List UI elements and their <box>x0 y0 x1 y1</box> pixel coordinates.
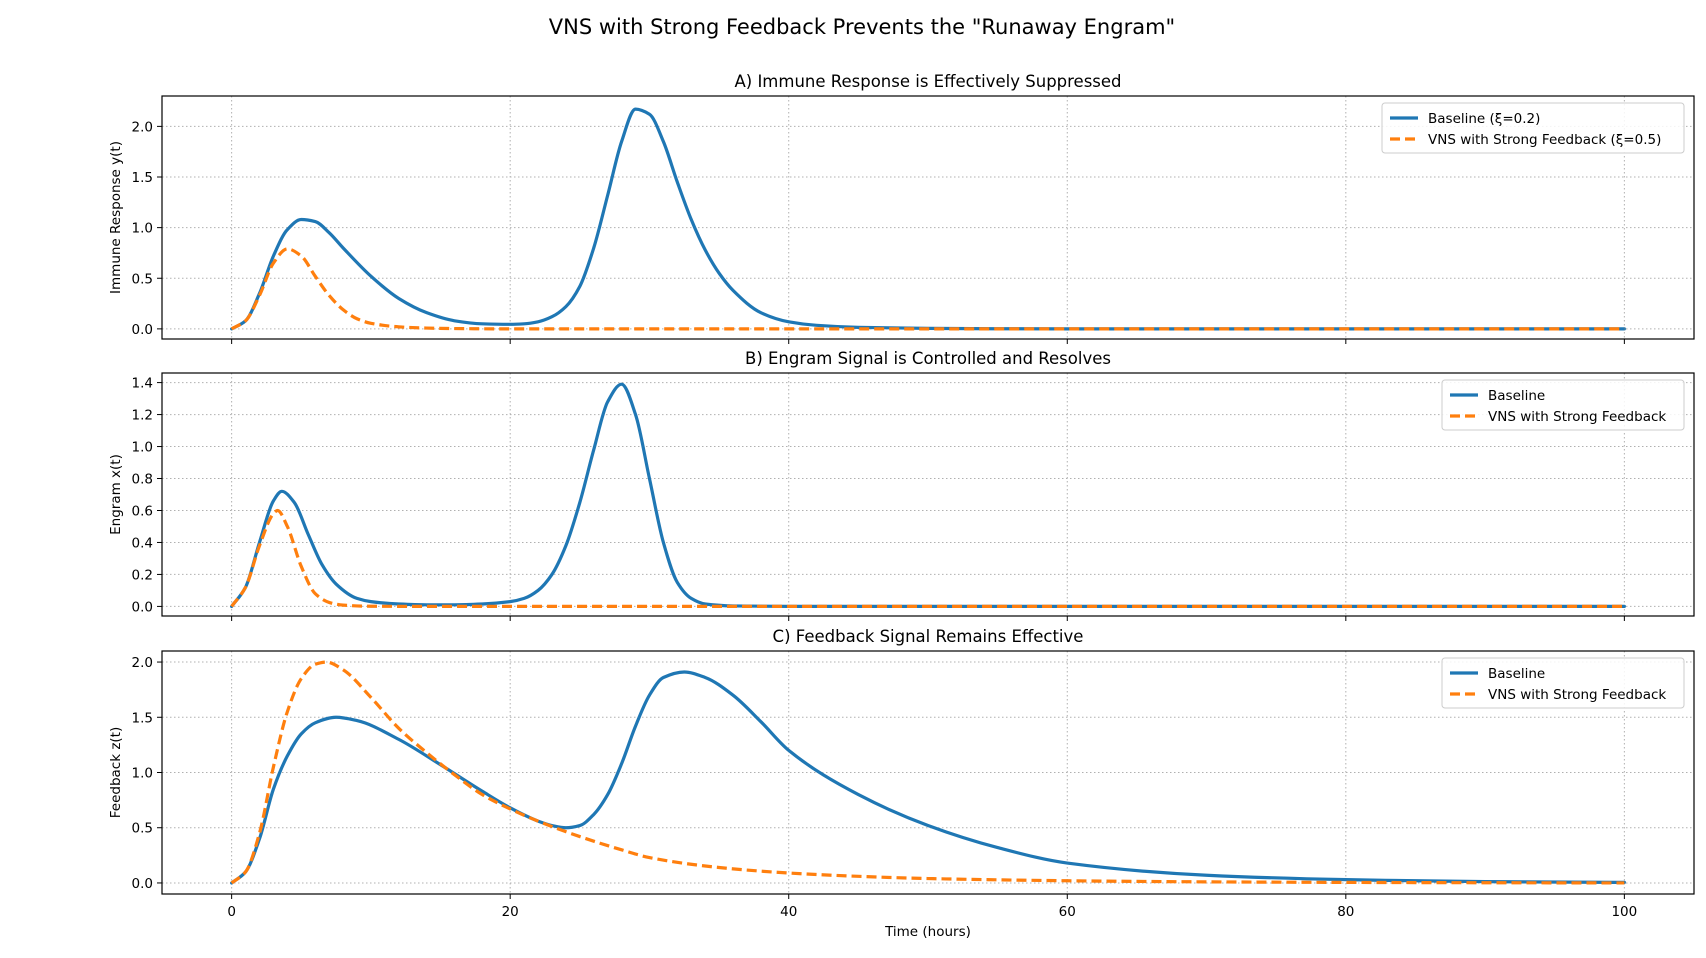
panel-2: B) Engram Signal is Controlled and Resol… <box>108 349 1695 621</box>
panel-3-axes-frame <box>161 650 1695 895</box>
panel-3-title: C) Feedback Signal Remains Effective <box>773 627 1084 646</box>
panels: A) Immune Response is Effectively Suppre… <box>108 72 1695 940</box>
baseline-legend-label: Baseline <box>1488 666 1545 682</box>
panel-3-xlabel: Time (hours) <box>884 924 971 940</box>
panel-1: A) Immune Response is Effectively Suppre… <box>108 72 1695 344</box>
y-tick-label-1: 1.0 <box>132 766 153 782</box>
baseline-series-line <box>230 107 1626 331</box>
x-tick-label-20: 20 <box>502 904 519 920</box>
panel-3: C) Feedback Signal Remains Effective 0 20 4… <box>108 627 1695 940</box>
vns-legend-label: VNS with Strong Feedback <box>1488 409 1666 425</box>
y-tick-label-1: 1.0 <box>132 221 153 237</box>
vns-legend-label: VNS with Strong Feedback (ξ=0.5) <box>1428 132 1661 148</box>
y-tick-label-0-2: 0.2 <box>132 567 153 583</box>
baseline-series-line <box>230 670 1626 885</box>
panel-1-ylabel: Immune Response y(t) <box>108 141 124 294</box>
y-tick-label-1-5: 1.5 <box>132 170 153 186</box>
panel-2-legend: Baseline VNS with Strong Feedback <box>1441 379 1685 431</box>
y-tick-label-2: 2.0 <box>132 119 153 135</box>
baseline-legend-label: Baseline (ξ=0.2) <box>1428 111 1540 127</box>
x-tick-label-60: 60 <box>1059 904 1076 920</box>
panel-3-legend: Baseline VNS with Strong Feedback <box>1441 657 1685 709</box>
panel-1-title: A) Immune Response is Effectively Suppre… <box>734 72 1121 91</box>
y-tick-label-0-6: 0.6 <box>132 503 153 519</box>
vns-series-line <box>230 660 1625 885</box>
y-tick-label-0-4: 0.4 <box>132 535 153 551</box>
y-tick-label-1: 1.0 <box>132 440 153 456</box>
panel-2-ylabel: Engram x(t) <box>108 454 124 535</box>
y-tick-label-1-2: 1.2 <box>132 408 153 424</box>
x-tick-label-0: 0 <box>227 904 236 920</box>
y-tick-label-1-5: 1.5 <box>132 710 153 726</box>
vns-legend-label: VNS with Strong Feedback <box>1488 687 1666 703</box>
y-tick-label-0: 0.0 <box>132 322 153 338</box>
figure-title: VNS with Strong Feedback Prevents the "R… <box>549 15 1175 39</box>
panel-3-ylabel: Feedback z(t) <box>108 727 124 819</box>
legend-box <box>1441 379 1685 431</box>
y-tick-label-0: 0.0 <box>132 876 153 892</box>
vns-series-line <box>230 508 1625 609</box>
baseline-legend-label: Baseline <box>1488 388 1545 404</box>
panel-2-axes-frame <box>161 372 1695 617</box>
y-tick-label-0: 0.0 <box>132 599 153 615</box>
x-tick-label-40: 40 <box>780 904 797 920</box>
legend-box <box>1441 657 1685 709</box>
y-tick-label-0-5: 0.5 <box>132 271 153 287</box>
vns-series-line <box>230 247 1625 331</box>
y-tick-label-2: 2.0 <box>132 655 153 671</box>
panel-1-legend: Baseline (ξ=0.2) VNS with Strong Feedback… <box>1381 102 1685 154</box>
panel-1-axes-frame <box>161 95 1695 340</box>
legend-box <box>1381 102 1685 154</box>
x-tick-label-100: 100 <box>1611 904 1637 920</box>
x-tick-label-80: 80 <box>1337 904 1354 920</box>
y-tick-label-1-4: 1.4 <box>132 376 153 392</box>
y-tick-label-0-5: 0.5 <box>132 821 153 837</box>
y-tick-label-0-8: 0.8 <box>132 472 153 488</box>
panel-2-title: B) Engram Signal is Controlled and Resol… <box>745 349 1111 368</box>
